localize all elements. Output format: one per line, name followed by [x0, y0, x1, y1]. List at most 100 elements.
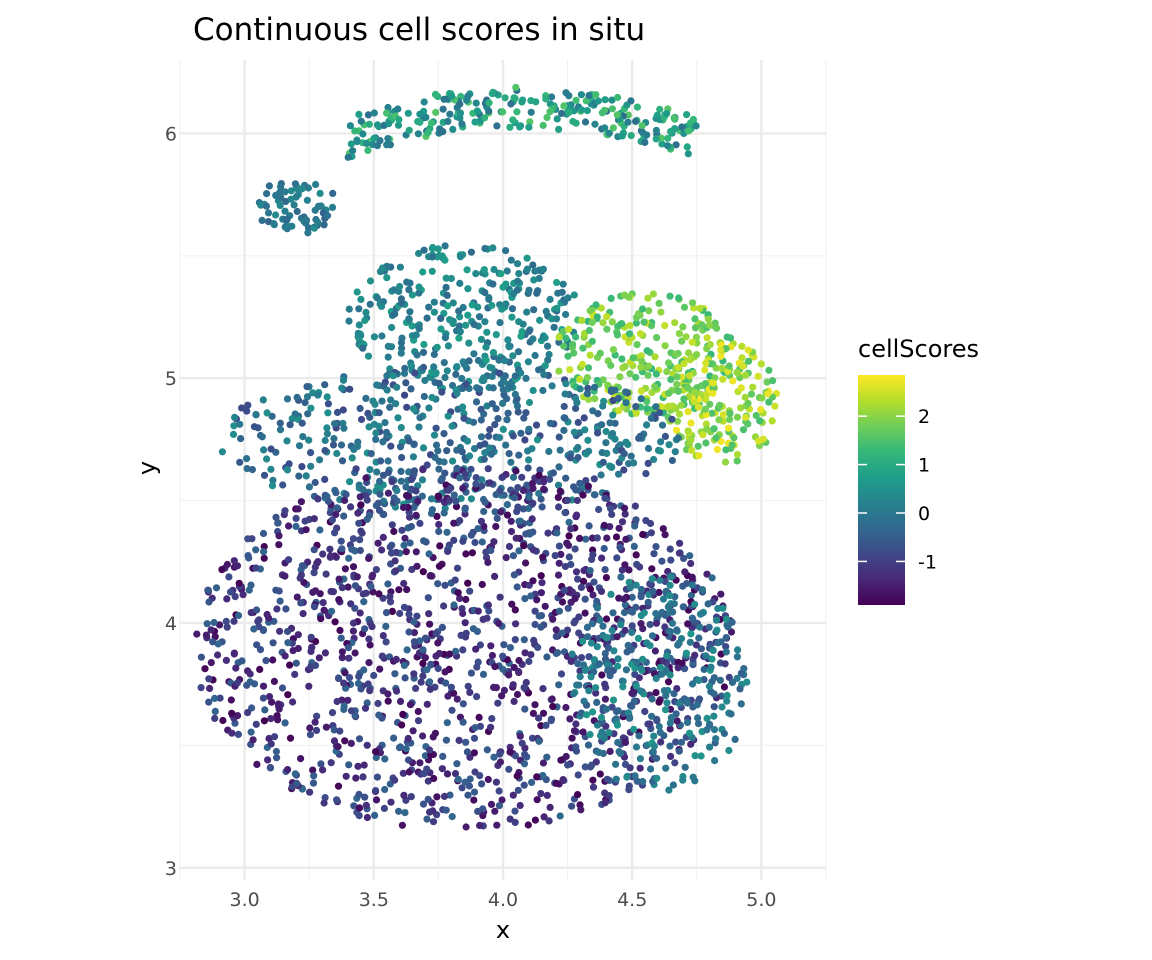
cell-point — [474, 607, 482, 615]
cell-point — [733, 653, 742, 661]
cell-point — [650, 742, 659, 750]
cell-point — [691, 651, 699, 659]
cell-point — [620, 450, 628, 458]
cell-point — [235, 611, 243, 620]
cell-point — [212, 584, 221, 592]
cell-point — [575, 613, 583, 621]
cell-point — [615, 524, 623, 532]
cell-point — [365, 511, 373, 520]
cell-point — [667, 752, 675, 761]
cell-point — [710, 425, 718, 433]
cell-point — [458, 784, 466, 792]
cell-point — [337, 634, 345, 642]
cell-point — [609, 124, 618, 132]
cell-point — [214, 651, 222, 659]
cell-point — [360, 666, 368, 674]
cell-point — [631, 522, 639, 530]
cell-point — [625, 786, 633, 794]
cell-point — [543, 753, 551, 761]
cell-point — [463, 437, 472, 445]
cell-point — [452, 647, 460, 655]
cell-point — [637, 593, 645, 601]
cell-point — [401, 364, 409, 372]
cell-point — [619, 364, 627, 372]
cell-point — [496, 758, 505, 766]
cell-point — [600, 734, 609, 742]
cell-point — [302, 216, 310, 224]
cell-point — [459, 718, 467, 726]
cell-point — [260, 548, 268, 556]
cell-point — [524, 447, 532, 455]
cell-point — [647, 322, 656, 330]
cell-point — [473, 663, 481, 671]
cell-point — [448, 706, 456, 714]
cell-point — [419, 348, 428, 356]
cell-point — [340, 512, 348, 520]
cell-point — [626, 330, 634, 338]
cell-point — [533, 773, 541, 781]
cell-point — [513, 583, 521, 591]
cell-point — [712, 616, 721, 624]
cell-point — [299, 433, 307, 441]
cell-point — [395, 116, 403, 124]
cell-point — [539, 771, 547, 780]
cell-point — [737, 404, 745, 412]
cell-point — [310, 603, 319, 611]
cell-point — [409, 727, 417, 735]
cell-point — [664, 142, 672, 150]
cell-point — [444, 117, 452, 125]
cell-point — [263, 455, 271, 463]
cell-point — [555, 559, 563, 567]
cell-point — [491, 572, 499, 581]
cell-point — [672, 738, 680, 746]
cell-point — [509, 116, 517, 124]
cell-point — [613, 111, 621, 119]
cell-point — [380, 804, 388, 813]
cell-point — [670, 114, 678, 122]
cell-point — [385, 120, 393, 128]
cell-point — [552, 315, 561, 323]
cell-point — [481, 498, 489, 506]
cell-point — [537, 495, 545, 503]
cell-point — [395, 744, 404, 752]
cell-point — [511, 390, 519, 398]
cell-point — [376, 477, 384, 485]
cell-point — [714, 604, 722, 613]
cell-point — [419, 444, 428, 452]
cell-point — [363, 813, 371, 822]
cell-point — [723, 697, 731, 705]
cell-point — [244, 709, 252, 717]
cell-point — [478, 580, 486, 589]
cell-point — [636, 755, 645, 763]
cell-point — [527, 592, 535, 600]
cell-point — [661, 342, 669, 350]
cell-point — [443, 770, 452, 778]
cell-point — [675, 330, 684, 338]
cell-point — [560, 414, 568, 422]
cell-point — [603, 449, 611, 457]
cell-point — [379, 533, 387, 542]
cell-point — [568, 340, 577, 348]
cell-point — [516, 801, 524, 810]
cell-point — [550, 323, 558, 331]
cell-point — [598, 554, 606, 562]
cell-point — [591, 383, 599, 391]
cell-point — [394, 414, 402, 422]
cell-point — [552, 632, 560, 641]
cell-point — [406, 308, 414, 316]
cell-point — [442, 679, 450, 687]
cell-point — [236, 420, 244, 428]
cell-point — [657, 738, 665, 746]
cell-point — [347, 739, 355, 748]
cell-point — [456, 474, 464, 482]
cell-point — [433, 793, 441, 801]
cell-point — [479, 615, 487, 624]
cell-point — [453, 760, 461, 768]
cell-point — [421, 752, 429, 760]
cell-point — [444, 692, 452, 700]
cell-point — [476, 821, 484, 830]
cell-point — [432, 369, 440, 377]
cell-point — [459, 403, 467, 411]
cell-point — [350, 802, 358, 810]
cell-point — [252, 720, 260, 728]
